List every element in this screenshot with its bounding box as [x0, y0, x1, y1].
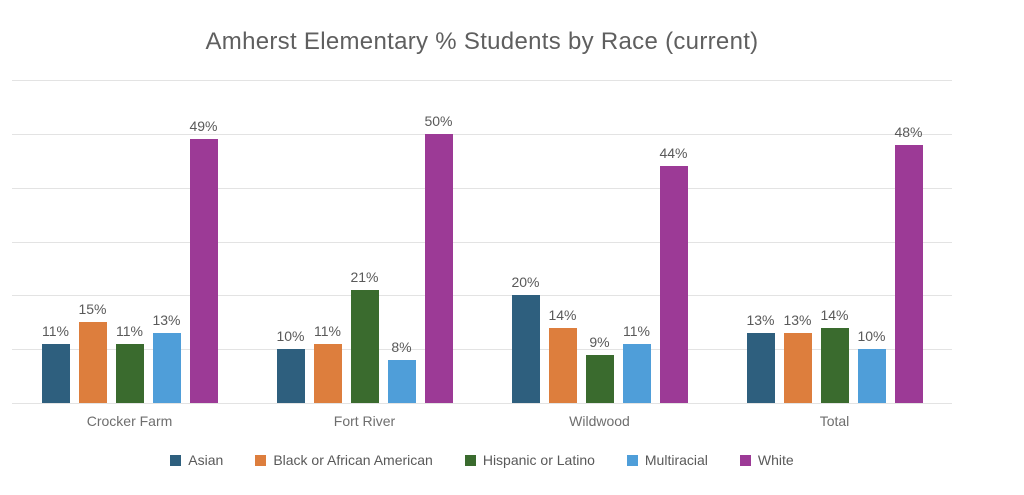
bar [41, 343, 70, 403]
bar-value-label: 11% [623, 322, 650, 339]
legend-item: Hispanic or Latino [464, 452, 595, 468]
legend-item: Black or African American [255, 452, 433, 468]
bar-cell: 20% [511, 274, 540, 403]
bar-cell: 49% [189, 118, 218, 403]
bar [894, 144, 923, 403]
bar [585, 354, 614, 403]
bar-value-label: 9% [589, 333, 610, 350]
x-axis-label: Fort River [333, 413, 396, 429]
bar-group: 11% 15% 11% 13% 49% [12, 80, 247, 403]
bar-cell: 8% [387, 338, 416, 403]
legend-label: Black or African American [273, 452, 433, 468]
bar-cell: 14% [548, 306, 577, 403]
legend-swatch-icon [464, 454, 476, 466]
bar-cell: 9% [585, 333, 614, 403]
bar [511, 295, 540, 403]
bar-cell: 14% [820, 306, 849, 403]
bar-value-label: 49% [189, 118, 218, 135]
bar [857, 349, 886, 403]
bar-value-label: 20% [511, 274, 540, 291]
bar-groups-container: 11% 15% 11% 13% 49% 10% 11% 21% 8% 50% 20% 14% 9% 11%… [12, 80, 952, 403]
legend-item: Asian [170, 452, 223, 468]
legend-item: White [739, 452, 794, 468]
gridline-60 [12, 80, 952, 81]
bar-value-label: 14% [820, 306, 849, 323]
bar-cell: 11% [41, 322, 70, 403]
legend-label: Asian [188, 452, 224, 468]
bar-value-label: 11% [116, 322, 143, 339]
bar-value-label: 13% [746, 312, 775, 328]
gridline-50 [12, 133, 952, 135]
x-axis-label: Crocker Farm [86, 413, 173, 429]
plot-area: 11% 15% 11% 13% 49% 10% 11% 21% 8% 50% 20% 14% 9% 11%… [12, 80, 952, 404]
bar-cell: 10% [276, 328, 305, 403]
bar [313, 343, 342, 403]
bar-value-label: 50% [424, 112, 453, 129]
legend-label: Hispanic or Latino [482, 452, 595, 468]
bar [189, 139, 218, 403]
bar [783, 333, 812, 403]
legend-swatch-icon [626, 454, 638, 466]
bar-cell: 11% [115, 322, 144, 403]
legend-swatch-icon [170, 454, 182, 466]
bar-cell: 13% [152, 312, 181, 403]
bar-value-label: 10% [276, 328, 305, 345]
bar-value-label: 44% [659, 145, 688, 162]
chart-title: Amherst Elementary % Students by Race (c… [205, 28, 759, 55]
gridline-30 [12, 241, 952, 243]
bar-cell: 50% [424, 112, 453, 403]
bar [820, 327, 849, 403]
bar-value-label: 11% [42, 322, 69, 339]
legend-swatch-icon [739, 454, 751, 466]
bar [424, 133, 453, 403]
gridline-40 [12, 187, 952, 189]
bar-value-label: 13% [783, 312, 812, 328]
bar [622, 343, 651, 403]
gridline-0 [12, 403, 952, 404]
bar-cell: 11% [313, 322, 342, 403]
bar-cell: 48% [894, 123, 923, 403]
legend: Asian Black or African American Hispanic o… [12, 452, 952, 468]
x-axis-label: Wildwood [569, 413, 630, 429]
bar-value-label: 21% [350, 269, 379, 285]
bar-value-label: 11% [314, 322, 341, 339]
bar-value-label: 48% [894, 123, 923, 140]
bar [659, 166, 688, 403]
bar-value-label: 15% [78, 301, 107, 318]
bar [350, 290, 379, 403]
bar [276, 349, 305, 403]
bar-cell: 10% [857, 328, 886, 403]
bar-cell: 13% [746, 312, 775, 403]
gridline-10 [12, 349, 952, 351]
bar-value-label: 14% [548, 306, 577, 323]
bar-cell: 21% [350, 269, 379, 403]
bar-cell: 11% [622, 322, 651, 403]
bar [115, 343, 144, 403]
bar-cell: 13% [783, 312, 812, 403]
bar-group: 20% 14% 9% 11% 44% [482, 80, 717, 403]
gridline-20 [12, 295, 952, 297]
bar [387, 359, 416, 403]
bar [78, 322, 107, 403]
bar-value-label: 10% [857, 328, 886, 345]
legend-swatch-icon [255, 454, 267, 466]
bar [746, 333, 775, 403]
bar [152, 333, 181, 403]
bar-cell: 15% [78, 301, 107, 403]
bar-group: 13% 13% 14% 10% 48% [717, 80, 952, 403]
bar [548, 327, 577, 403]
bar-cell: 44% [659, 145, 688, 403]
bar-value-label: 8% [391, 338, 412, 355]
bar-group: 10% 11% 21% 8% 50% [247, 80, 482, 403]
x-axis-labels: Crocker Farm Fort River Wildwood Total [12, 413, 952, 429]
x-axis-label: Total [819, 413, 850, 429]
legend-item: Multiracial [626, 452, 708, 468]
legend-label: Multiracial [644, 452, 708, 468]
legend-label: White [757, 452, 794, 468]
bar-value-label: 13% [152, 312, 181, 328]
